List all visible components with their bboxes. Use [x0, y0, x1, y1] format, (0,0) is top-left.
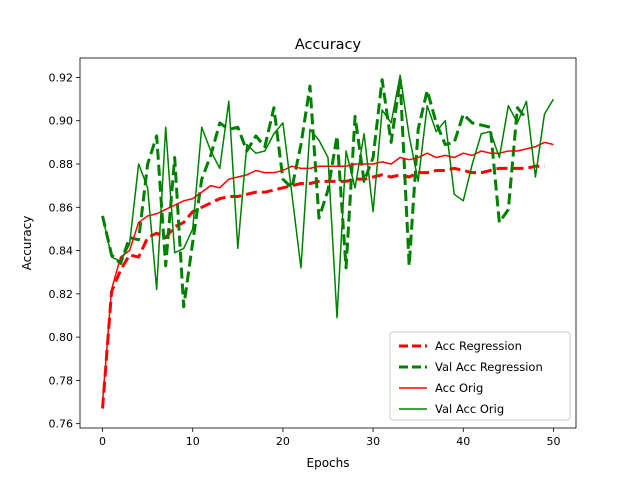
- x-tick-label: 0: [99, 435, 106, 448]
- y-tick-label: 0.82: [49, 288, 74, 301]
- plot-frame: [79, 57, 577, 429]
- y-axis-ticks: 0.76 0.78 0.80 0.82 0.84 0.86 0.88 0.90 0.92: [49, 71, 80, 431]
- y-tick-label: 0.84: [49, 245, 74, 258]
- y-tick-label: 0.92: [49, 71, 74, 84]
- y-axis-label: Accuracy: [20, 216, 34, 271]
- series-line-val-acc-regression: [101, 78, 528, 309]
- legend-box: [389, 331, 571, 421]
- x-tick-label: 10: [186, 435, 200, 448]
- y-tick-label: 0.78: [49, 374, 74, 387]
- x-tick-label: 50: [546, 435, 560, 448]
- x-tick-label: 40: [456, 435, 470, 448]
- y-tick-label: 0.90: [49, 115, 74, 128]
- y-tick-label: 0.88: [49, 158, 74, 171]
- series-layer: [101, 74, 555, 409]
- legend-label-acc-regression: Acc Regression: [435, 339, 522, 353]
- legend-label-acc-orig: Acc Orig: [435, 381, 483, 395]
- x-axis-ticks: 0 10 20 30 40 50: [99, 428, 560, 448]
- y-tick-label: 0.76: [49, 418, 74, 431]
- x-tick-label: 20: [276, 435, 290, 448]
- legend: Acc Regression Val Acc Regression Acc Orig…: [389, 331, 571, 421]
- chart-title: Accuracy: [295, 37, 362, 53]
- series-line-val-acc-orig: [101, 74, 555, 319]
- x-tick-label: 30: [366, 435, 380, 448]
- y-tick-label: 0.86: [49, 201, 74, 214]
- legend-label-val-acc-regression: Val Acc Regression: [435, 360, 543, 374]
- legend-label-val-acc-orig: Val Acc Orig: [435, 402, 504, 416]
- y-tick-label: 0.80: [49, 331, 74, 344]
- x-axis-label: Epochs: [307, 456, 350, 470]
